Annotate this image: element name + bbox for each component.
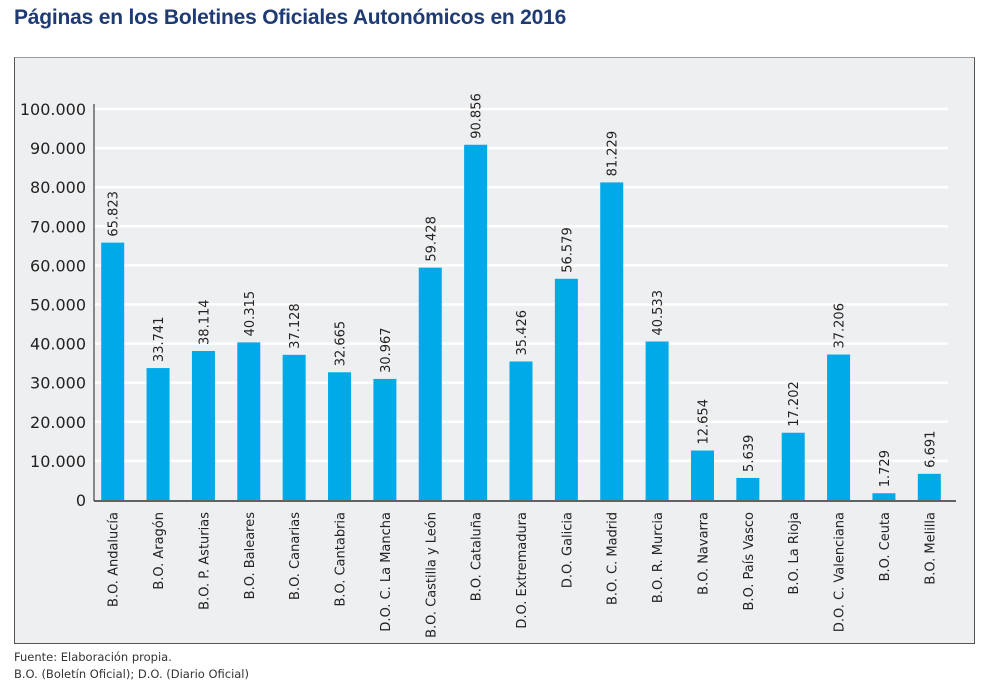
data-label: 37.128 bbox=[288, 303, 303, 349]
source-note: Fuente: Elaboración propia. bbox=[14, 650, 172, 664]
data-label: 59.428 bbox=[424, 216, 439, 262]
bar bbox=[917, 473, 941, 500]
data-label: 32.665 bbox=[334, 321, 349, 367]
bar bbox=[645, 341, 669, 500]
bar bbox=[690, 450, 714, 500]
bar bbox=[373, 378, 397, 500]
x-tick-label: B.O. Castilla y León bbox=[424, 512, 439, 638]
y-tick-label: 10.000 bbox=[30, 452, 86, 471]
chart-title: Páginas en los Boletines Oficiales Auton… bbox=[14, 6, 567, 29]
bar bbox=[328, 372, 352, 500]
bar bbox=[600, 182, 624, 501]
bar bbox=[237, 342, 261, 500]
bar bbox=[827, 354, 851, 500]
y-tick-label: 90.000 bbox=[30, 139, 86, 158]
y-tick-label: 60.000 bbox=[30, 256, 86, 275]
bar bbox=[554, 278, 578, 500]
bar bbox=[191, 350, 215, 500]
bar bbox=[872, 493, 896, 500]
bar bbox=[146, 368, 170, 500]
bar bbox=[464, 144, 488, 500]
y-tick-label: 50.000 bbox=[30, 296, 86, 315]
x-tick-label: B.O. Aragón bbox=[152, 512, 167, 590]
data-label: 56.579 bbox=[560, 227, 575, 273]
data-labels: 65.823 33.741 38.114 40.315 37.128 32.665 30.9… bbox=[107, 93, 939, 487]
x-tick-label: B.O. Canarias bbox=[288, 512, 303, 600]
data-label: 81.229 bbox=[606, 131, 621, 177]
bar bbox=[101, 242, 125, 500]
data-label: 1.729 bbox=[878, 450, 893, 487]
x-tick-label: B.O. Cataluña bbox=[470, 512, 485, 601]
x-tick-label: B.O. La Rioja bbox=[787, 512, 802, 595]
x-tick-label: D.O. Galicia bbox=[560, 512, 575, 588]
chart-panel bbox=[14, 57, 975, 644]
x-tick-label: B.O. Melilla bbox=[923, 512, 938, 585]
bar bbox=[509, 361, 533, 500]
data-label: 40.533 bbox=[651, 290, 666, 336]
data-label: 12.654 bbox=[696, 399, 711, 445]
x-tick-label: B.O. P. Asturias bbox=[197, 512, 212, 610]
x-tick-label: D.O. C. La Mancha bbox=[379, 512, 394, 632]
x-tick-label: B.O. País Vasco bbox=[742, 512, 757, 611]
bars bbox=[101, 144, 941, 501]
bar bbox=[736, 477, 760, 500]
bar bbox=[781, 432, 805, 500]
y-tick-label: 100.000 bbox=[20, 100, 86, 119]
y-tick-label: 0 bbox=[76, 491, 86, 510]
y-tick-label: 20.000 bbox=[30, 413, 86, 432]
x-tick-label: D.O. C. Valenciana bbox=[833, 512, 848, 632]
x-tick-label: B.O. Cantabria bbox=[334, 512, 349, 607]
data-label: 6.691 bbox=[923, 431, 938, 468]
data-label: 5.639 bbox=[742, 435, 757, 472]
y-tick-label: 70.000 bbox=[30, 217, 86, 236]
y-tick-label: 40.000 bbox=[30, 335, 86, 354]
x-tick-label: B.O. Ceuta bbox=[878, 512, 893, 581]
y-axis-ticks: 0 10.000 20.000 30.000 40.000 50.000 60.000 70.… bbox=[20, 100, 86, 510]
data-label: 35.426 bbox=[515, 310, 530, 356]
data-label: 40.315 bbox=[243, 291, 258, 337]
x-tick-label: D.O. Extremadura bbox=[515, 512, 530, 629]
x-tick-label: B.O. R. Murcia bbox=[651, 512, 666, 603]
data-label: 30.967 bbox=[379, 327, 394, 373]
data-label: 90.856 bbox=[470, 93, 485, 139]
data-label: 33.741 bbox=[152, 317, 167, 363]
data-label: 37.206 bbox=[833, 303, 848, 349]
bar bbox=[282, 354, 306, 500]
x-tick-label: B.O. Navarra bbox=[696, 512, 711, 595]
data-label: 17.202 bbox=[787, 381, 802, 427]
y-tick-label: 80.000 bbox=[30, 178, 86, 197]
data-label: 38.114 bbox=[197, 299, 212, 345]
x-tick-label: B.O. C. Madrid bbox=[606, 512, 621, 605]
x-axis-ticks: B.O. Andalucía B.O. Aragón B.O. P. Asturia… bbox=[107, 512, 939, 638]
x-tick-label: B.O. Andalucía bbox=[107, 512, 122, 607]
y-tick-label: 30.000 bbox=[30, 374, 86, 393]
abbreviation-note: B.O. (Boletín Oficial); D.O. (Diario Ofi… bbox=[14, 667, 249, 681]
x-tick-label: B.O. Baleares bbox=[243, 512, 258, 600]
bar bbox=[418, 267, 442, 500]
data-label: 65.823 bbox=[107, 191, 122, 237]
